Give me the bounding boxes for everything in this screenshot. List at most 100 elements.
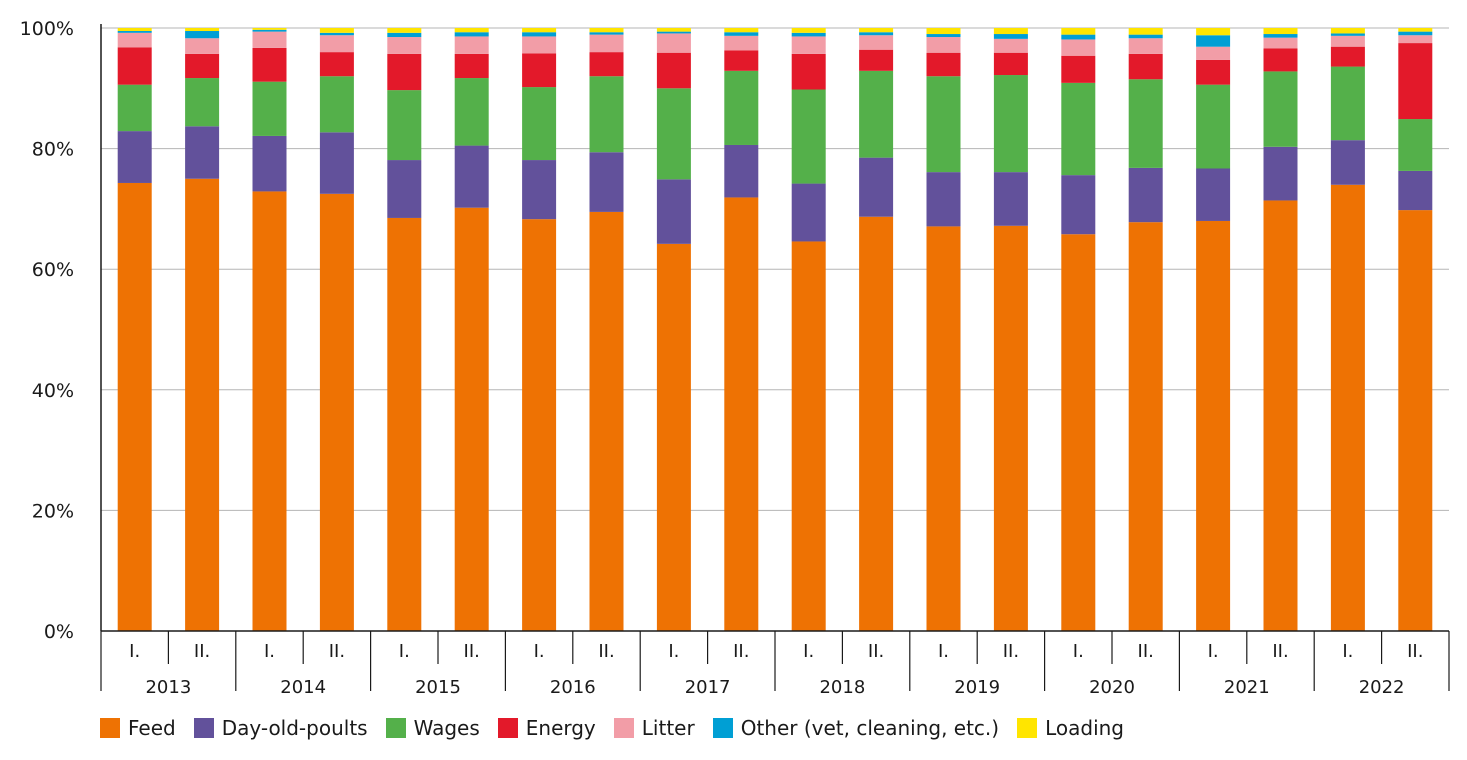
bar-segment [1128, 34, 1163, 39]
legend-label: Day-old-poults [221, 716, 368, 740]
bar-segment [724, 28, 759, 33]
bar-segment [387, 37, 422, 54]
x-tick-label-half: II. [1138, 641, 1154, 662]
bar-segment [993, 34, 1028, 39]
y-tick-label: 60% [32, 259, 74, 281]
x-tick-label-half: I. [534, 641, 545, 662]
bar-segment [993, 225, 1028, 631]
bar-segment [319, 35, 354, 53]
x-tick-label-half: II. [1003, 641, 1019, 662]
legend-label: Feed [128, 716, 176, 740]
bar-segment [185, 28, 220, 32]
bar-segment [1196, 84, 1231, 169]
bar-segment [589, 152, 624, 212]
x-tick-label-year: 2019 [954, 677, 1000, 698]
bar-segment [656, 88, 691, 180]
bar-segment [1263, 200, 1298, 631]
legend: Feed Day-old-poults Wages Energy Litter Other… [100, 716, 1142, 740]
x-tick-label-year: 2015 [415, 677, 461, 698]
bar-segment [1398, 31, 1433, 36]
x-tick-label-half: II. [464, 641, 480, 662]
bar-segment [117, 182, 152, 631]
bar-segment [791, 28, 826, 33]
y-tick-label: 80% [32, 139, 74, 161]
bar-segment [1128, 53, 1163, 80]
y-tick-label: 40% [32, 380, 74, 402]
bar-segment [1330, 35, 1365, 47]
x-tick-label-year: 2014 [280, 677, 326, 698]
bar-segment [859, 70, 894, 158]
legend-swatch [497, 718, 518, 738]
bar-segment [319, 193, 354, 631]
x-tick-label-year: 2016 [550, 677, 596, 698]
bar-segment [993, 172, 1028, 226]
bar-segment [656, 28, 691, 32]
x-tick-label-year: 2022 [1359, 677, 1405, 698]
bar-segment [252, 31, 287, 48]
bar-segment [926, 76, 961, 173]
bar-segment [522, 53, 557, 88]
legend-item: Litter [613, 716, 695, 740]
legend-swatch [613, 718, 634, 738]
x-tick-label-half: I. [1208, 641, 1219, 662]
x-tick-label-year: 2021 [1224, 677, 1270, 698]
bar-segment [1128, 222, 1163, 632]
bar-segment [319, 32, 354, 36]
bar-segment [1196, 35, 1231, 47]
bar-segment [926, 226, 961, 631]
x-tick-labels: I. II. I. II. I. II. I. II. I. II. I. II. I. II. I. II.… [129, 641, 1423, 698]
bar-segment [117, 31, 152, 33]
bar-segment [1330, 184, 1365, 631]
legend-item: Loading [1017, 716, 1124, 740]
bar-segment [1263, 71, 1298, 147]
bar-segment [252, 81, 287, 136]
bar-segment [319, 28, 354, 33]
bar-segment [589, 52, 624, 77]
bar-segment [387, 28, 422, 33]
bar-segment [1196, 59, 1231, 85]
legend-swatch [100, 718, 120, 738]
x-tick-label-half: II. [194, 641, 210, 662]
bar-segment [656, 52, 691, 89]
bar-segment [117, 84, 152, 132]
bar-segment [454, 207, 489, 631]
x-tick-label-half: I. [668, 641, 679, 662]
bar-segment [859, 32, 894, 36]
bar-segment [1263, 37, 1298, 49]
bar-segment [724, 197, 759, 631]
bar-segment [589, 32, 624, 35]
bar-segment [791, 32, 826, 37]
legend-item: Wages [385, 716, 480, 740]
legend-label: Loading [1045, 716, 1124, 740]
bar-segment [522, 87, 557, 161]
bar-segment [926, 34, 961, 38]
bar-segment [387, 53, 422, 91]
legend-swatch [712, 718, 733, 738]
bar-segment [1061, 34, 1096, 40]
x-tick-label-half: I. [938, 641, 949, 662]
bar-segment [1061, 39, 1096, 56]
bar-segment [791, 183, 826, 242]
bar-segment [185, 126, 220, 179]
bar-segment [859, 35, 894, 50]
bar-segment [656, 179, 691, 244]
bar-segment [724, 35, 759, 51]
bar-segment [589, 211, 624, 632]
y-tick-labels: 0% 20% 40% 60% 80% 100% [20, 18, 74, 643]
bar-segment [454, 32, 489, 37]
bar-segment [1263, 34, 1298, 38]
bar-segment [454, 78, 489, 146]
bar-segment [1196, 168, 1231, 221]
bar-segment [1196, 220, 1231, 631]
bar-segment [1196, 46, 1231, 60]
bars [117, 28, 1433, 632]
bar-segment [185, 53, 220, 79]
bar-segment [926, 172, 961, 227]
bar-segment [589, 28, 624, 33]
bar-segment [252, 29, 287, 32]
bar-segment [791, 53, 826, 90]
bar-segment [185, 38, 220, 54]
legend-swatch [193, 718, 214, 738]
bar-segment [522, 160, 557, 220]
